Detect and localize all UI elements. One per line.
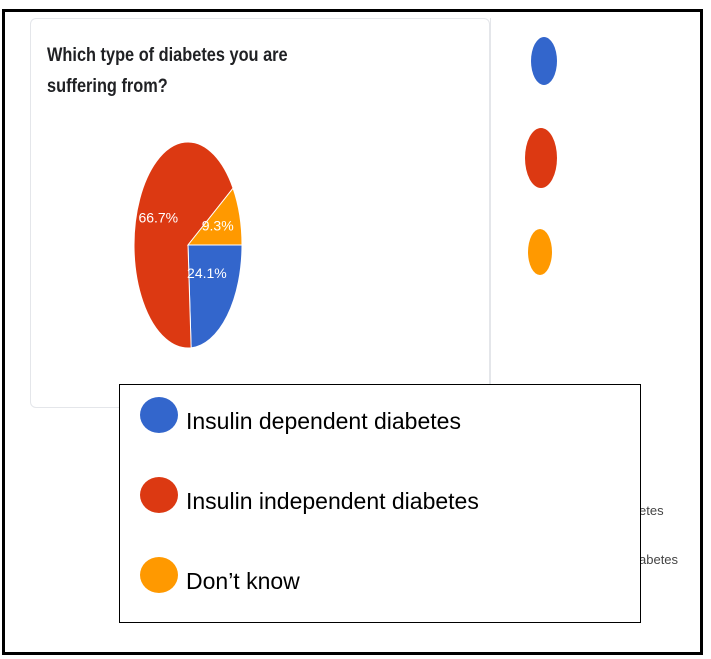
- legend-label: Insulin dependent diabetes: [186, 408, 461, 434]
- background-legend-dot-2: [525, 128, 557, 188]
- pie-slice-label: 66.7%: [138, 209, 178, 225]
- background-legend-clipped-label-1: etes: [639, 503, 664, 518]
- pie-slice: [186, 187, 243, 246]
- card-divider: [490, 18, 491, 388]
- legend-swatch-orange: [140, 557, 178, 593]
- chart-title: Which type of diabetes you are suffering…: [47, 45, 288, 97]
- background-legend-dot-1: [531, 37, 557, 85]
- pie-slice: [187, 244, 243, 349]
- legend-swatch-red: [140, 477, 178, 513]
- pie-chart: 24.1% 66.7% 9.3%: [133, 141, 243, 349]
- legend-label: Insulin independent diabetes: [186, 488, 479, 514]
- legend: Insulin dependent diabetes Insulin indep…: [119, 384, 641, 623]
- pie-slice: [133, 141, 234, 349]
- legend-swatch-blue: [140, 397, 178, 433]
- pie-slice-label: 9.3%: [202, 218, 234, 234]
- chart-card: [30, 18, 490, 408]
- pie-slice-label: 24.1%: [187, 265, 227, 281]
- background-legend-clipped-label-2: abetes: [639, 552, 679, 567]
- legend-label: Don’t know: [186, 568, 300, 594]
- background-legend-dot-3: [528, 229, 552, 275]
